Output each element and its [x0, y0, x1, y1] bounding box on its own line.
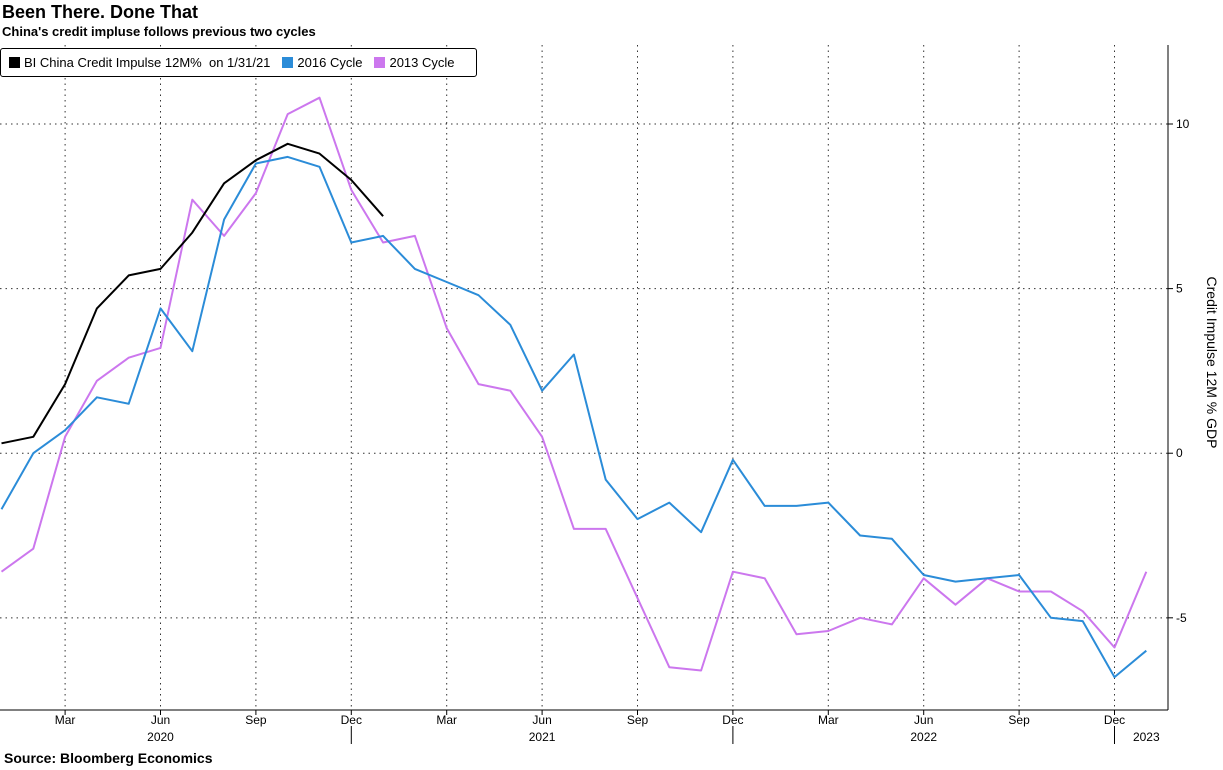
x-tick-label: Sep [627, 713, 649, 727]
y-tick-label: 5 [1176, 282, 1183, 296]
chart-title: Been There. Done That [2, 2, 199, 22]
grid-lines [0, 45, 1168, 710]
x-year-label: 2023 [1133, 730, 1160, 744]
series-lines [0, 96, 1148, 679]
legend-swatch-bi-china [9, 57, 20, 68]
legend-item-bi-china[interactable]: BI China Credit Impulse 12M% on 1/31/21 [9, 55, 270, 70]
x-tick-label: Dec [722, 713, 743, 727]
y-tick-label: 10 [1176, 117, 1190, 131]
legend-item-2016-cycle[interactable]: 2016 Cycle [282, 55, 362, 70]
series-line-0 [1, 142, 384, 445]
x-tick-label: Jun [151, 713, 170, 727]
chart-subtitle: China's credit impluse follows previous … [2, 24, 316, 39]
legend-label-2016-cycle: 2016 Cycle [297, 55, 363, 70]
y-axis-title: Credit Impulse 12M % GDP [1204, 277, 1220, 449]
x-tick-label: Mar [818, 713, 839, 727]
axes [0, 45, 1173, 744]
x-tick-label: Sep [245, 713, 267, 727]
x-tick-label: Jun [914, 713, 933, 727]
x-tick-label: Dec [341, 713, 362, 727]
x-tick-label: Mar [55, 713, 76, 727]
x-year-label: 2022 [910, 730, 937, 744]
series-line-2 [0, 96, 1148, 672]
x-year-label: 2021 [529, 730, 556, 744]
legend-item-2013-cycle[interactable]: 2013 Cycle [374, 55, 455, 70]
x-tick-label: Jun [532, 713, 551, 727]
legend-swatch-2013-cycle [374, 57, 386, 68]
x-year-label: 2020 [147, 730, 174, 744]
series-line-1 [0, 155, 1147, 679]
tick-labels: 10 5 0 -5 Mar Jun Sep Dec Mar Jun Sep Dec Mar Jun Sep D… [55, 117, 1220, 744]
legend-swatch-2016-cycle [282, 57, 294, 68]
source-note: Source: Bloomberg Economics [4, 750, 213, 766]
x-tick-label: Dec [1104, 713, 1125, 727]
legend-label-2013-cycle: 2013 Cycle [389, 55, 455, 70]
legend: BI China Credit Impulse 12M% on 1/31/21 … [0, 48, 477, 77]
y-tick-label: -5 [1176, 611, 1187, 625]
x-tick-label: Mar [436, 713, 457, 727]
legend-label-bi-china: BI China Credit Impulse 12M% on 1/31/21 [24, 55, 271, 70]
x-tick-label: Sep [1008, 713, 1030, 727]
y-tick-label: 0 [1176, 446, 1183, 460]
